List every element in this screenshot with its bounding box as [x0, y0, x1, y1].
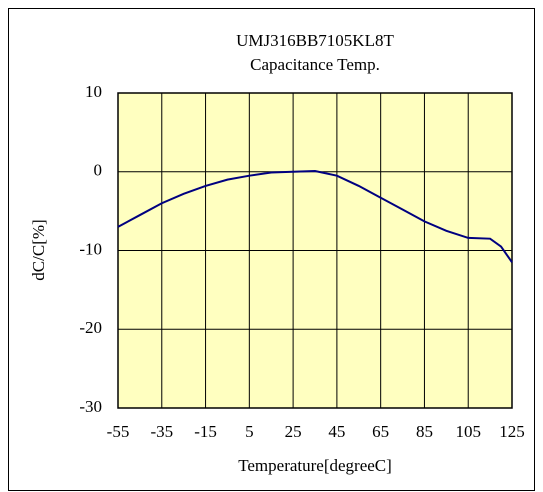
x-tick-label: 45 [328, 422, 345, 441]
x-axis-label: Temperature[degreeC] [238, 456, 392, 475]
plot-border [117, 92, 513, 409]
x-tick-label: -15 [194, 422, 217, 441]
y-tick-label: -10 [79, 239, 102, 258]
x-tick-label: -55 [107, 422, 130, 441]
x-tick-label: 25 [285, 422, 302, 441]
x-tick-label: 65 [372, 422, 389, 441]
chart-title: UMJ316BB7105KL8T [236, 31, 394, 50]
x-tick-label: 105 [455, 422, 481, 441]
y-tick-label: -20 [79, 318, 102, 337]
y-tick-label: 0 [94, 161, 103, 180]
x-tick-label: 125 [499, 422, 525, 441]
y-axis-label: dC/C[%] [29, 219, 48, 280]
chart-subtitle: Capacitance Temp. [250, 55, 380, 74]
x-tick-label: -35 [150, 422, 173, 441]
x-tick-label: 85 [416, 422, 433, 441]
y-tick-label: 10 [85, 82, 102, 101]
data-line [117, 169, 513, 263]
x-tick-label: 5 [245, 422, 254, 441]
frame [8, 8, 535, 491]
y-tick-label: -30 [79, 397, 102, 416]
